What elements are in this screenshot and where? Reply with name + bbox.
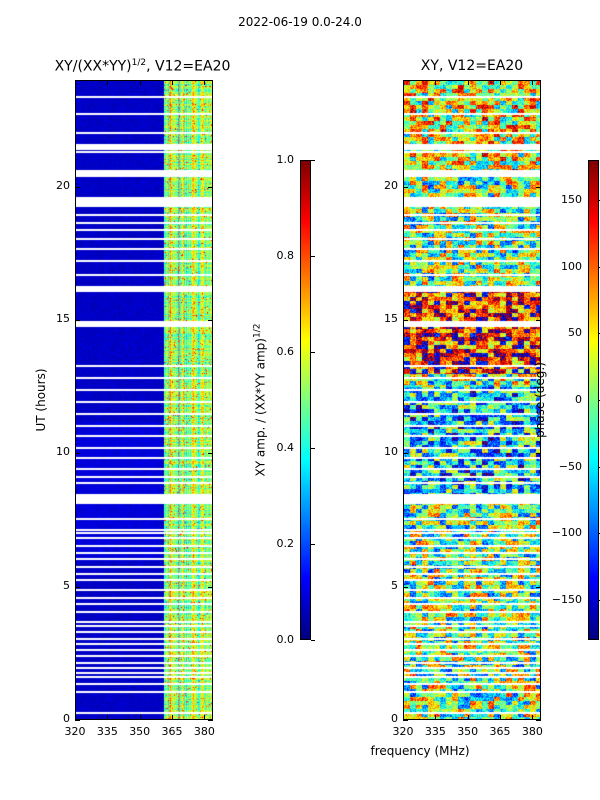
phase-x-tick-mark-top (500, 80, 501, 85)
phase-x-tick-mark-top (532, 80, 533, 85)
amp-y-tick-label: 10 (56, 445, 70, 459)
amp-y-axis-label: UT (hours) (34, 368, 48, 432)
amp-cbar-tick-label: 0.0 (276, 633, 295, 646)
amp-x-tick-mark (75, 715, 76, 720)
amp-x-tick-label: 365 (161, 725, 183, 738)
phase-y-tick-label: 15 (384, 312, 398, 325)
amp-y-tick-label: 20 (56, 178, 70, 192)
phase-cbar-tick-label: 50 (568, 326, 582, 340)
phase-y-tick-mark-right (536, 187, 541, 188)
amp-y-tick-mark (75, 453, 80, 454)
amp-cbar-tick-label: 1.0 (276, 153, 295, 166)
amp-heatmap-canvas (76, 81, 212, 719)
phase-heatmap-canvas (404, 81, 540, 719)
amp-x-tick-label: 350 (129, 725, 151, 738)
amp-y-tick-label: 0 (63, 712, 70, 725)
phase-cbar-tick-label: 150 (561, 193, 582, 206)
phase-x-tick-mark-top (403, 80, 404, 85)
phase-x-tick-mark-top (435, 80, 436, 85)
phase-x-tick-label: 380 (521, 725, 543, 738)
amp-heatmap (75, 80, 213, 720)
phase-panel-title: XY, V12=EA20 (420, 58, 524, 74)
phase-x-tick-label: 350 (457, 725, 479, 738)
phase-x-tick-label: 320 (392, 725, 414, 738)
amp-colorbar-gradient (301, 161, 310, 639)
phase-cbar-tick-label: 100 (561, 259, 582, 273)
amp-cbar-tick-label: 0.2 (276, 537, 295, 550)
amp-cbar-tick-mark (311, 640, 315, 641)
amp-y-tick-mark (75, 320, 80, 321)
figure-suptitle: 2022-06-19 0.0-24.0 (238, 15, 362, 29)
amp-cbar-tick-label: 0.6 (276, 345, 295, 358)
amp-y-tick-mark (75, 187, 80, 188)
phase-y-tick-mark (403, 720, 408, 721)
phase-y-tick-mark (403, 320, 408, 321)
phase-x-tick-mark (532, 715, 533, 720)
amp-y-tick-label: 15 (56, 312, 70, 325)
phase-x-tick-mark (500, 715, 501, 720)
amp-cbar-tick-mark (311, 544, 315, 545)
phase-cbar-tick-label: −50 (558, 459, 582, 473)
phase-colorbar (588, 160, 599, 640)
phase-cbar-tick-label: 0 (575, 393, 582, 406)
amp-x-tick-mark (140, 715, 141, 720)
phase-y-tick-label: 10 (384, 445, 398, 459)
amp-cbar-tick-mark (311, 352, 315, 353)
amp-cbar-tick-mark (311, 256, 315, 257)
amp-x-tick-mark (204, 715, 205, 720)
phase-x-tick-label: 365 (489, 725, 511, 738)
amp-x-tick-mark-top (140, 80, 141, 85)
phase-cbar-tick-label: −150 (551, 593, 582, 606)
amp-y-tick-mark-right (208, 187, 213, 188)
phase-y-tick-mark-right (536, 453, 541, 454)
amp-y-tick-mark-right (208, 587, 213, 588)
amp-cbar-tick-label: 0.8 (276, 249, 295, 262)
phase-x-tick-mark (435, 715, 436, 720)
phase-x-tick-mark (403, 715, 404, 720)
amp-cbar-tick-label: 0.4 (276, 441, 295, 454)
phase-x-tick-mark-top (468, 80, 469, 85)
phase-y-tick-mark-right (536, 720, 541, 721)
amp-y-tick-label: 5 (63, 578, 70, 592)
phase-y-tick-label: 0 (391, 712, 398, 725)
phase-y-tick-mark-right (536, 587, 541, 588)
amp-cbar-tick-mark (311, 160, 315, 161)
amp-y-tick-mark (75, 720, 80, 721)
amp-y-tick-mark-right (208, 453, 213, 454)
shared-x-axis-label: frequency (MHz) (370, 744, 470, 758)
amp-x-tick-mark (107, 715, 108, 720)
amp-x-tick-mark-top (107, 80, 108, 85)
phase-cbar-tick-label: −100 (551, 526, 582, 540)
phase-x-tick-mark (468, 715, 469, 720)
amp-x-tick-mark-top (75, 80, 76, 85)
amp-x-tick-label: 380 (193, 725, 215, 738)
phase-y-tick-mark (403, 187, 408, 188)
amp-colorbar (300, 160, 311, 640)
amp-x-tick-label: 335 (96, 725, 118, 738)
amp-y-tick-mark-right (208, 720, 213, 721)
amp-y-tick-mark (75, 587, 80, 588)
amp-cbar-tick-mark (311, 448, 315, 449)
phase-x-tick-label: 335 (424, 725, 446, 738)
amp-x-tick-mark (172, 715, 173, 720)
amp-x-tick-mark-top (204, 80, 205, 85)
amp-y-tick-mark-right (208, 320, 213, 321)
phase-heatmap (403, 80, 541, 720)
amp-x-tick-label: 320 (64, 725, 86, 738)
phase-colorbar-gradient (589, 161, 598, 639)
phase-y-tick-label: 20 (384, 178, 398, 192)
phase-y-tick-label: 5 (391, 578, 398, 592)
phase-y-tick-mark (403, 453, 408, 454)
amp-panel-title: XY/(XX*YY)1/2, V12=EA20 (54, 58, 231, 75)
amp-x-tick-mark-top (172, 80, 173, 85)
phase-y-tick-mark-right (536, 320, 541, 321)
phase-y-tick-mark (403, 587, 408, 588)
